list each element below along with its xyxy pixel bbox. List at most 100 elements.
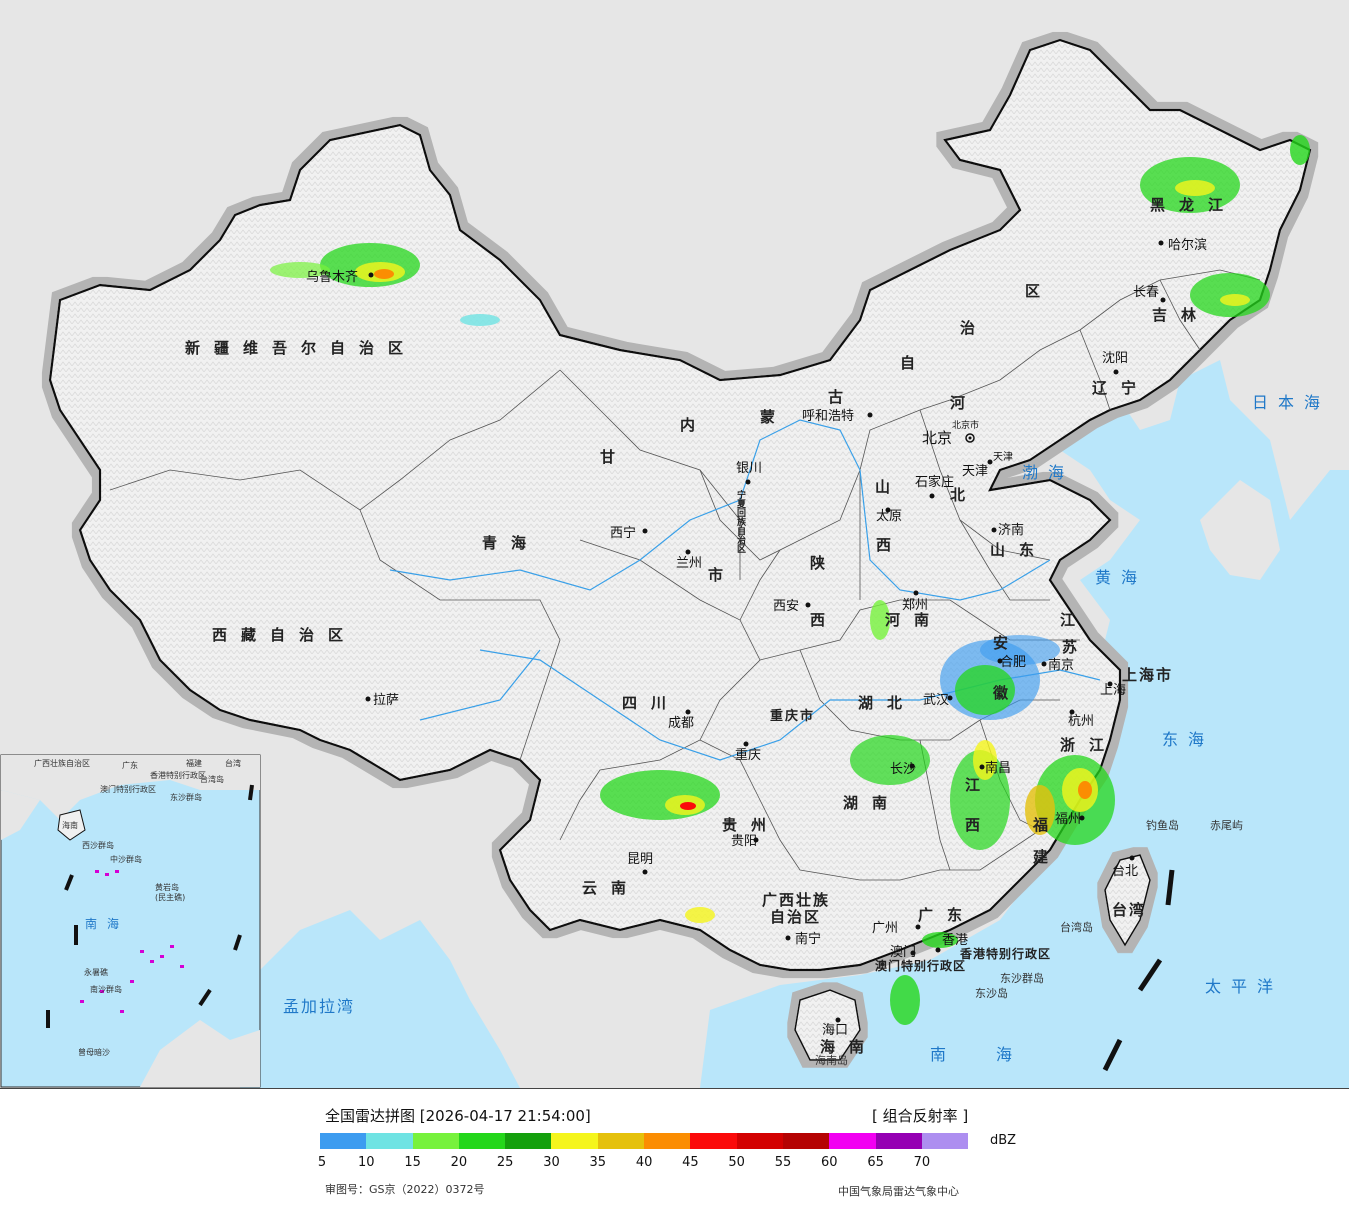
city-label: 武汉 [923, 693, 949, 708]
scale-tick-label: 50 [728, 1155, 745, 1170]
color-swatch [921, 1133, 969, 1149]
province-label: 西 [810, 611, 839, 629]
city-label: 长春 [1133, 285, 1159, 300]
scale-tick-label: 60 [821, 1155, 838, 1170]
city-label: 昆明 [627, 852, 653, 867]
province-label: 贵州 [722, 816, 780, 834]
scale-tick-label: 15 [404, 1155, 421, 1170]
province-label: 云南 [582, 879, 640, 897]
inset-label: 广西壮族自治区 [34, 758, 90, 768]
sea-label: 太平洋 [1205, 977, 1283, 996]
color-swatch [597, 1133, 645, 1149]
province-label: 区 [1025, 282, 1054, 300]
color-swatch [875, 1133, 922, 1149]
scale-tick-label: 35 [589, 1155, 607, 1170]
color-swatch [458, 1133, 506, 1149]
inset-label: 海南 [62, 820, 78, 830]
color-swatch [782, 1133, 830, 1149]
scale-tick-label: 25 [496, 1155, 514, 1170]
scale-tick-label: 20 [450, 1155, 468, 1170]
province-label: 海南 [820, 1038, 878, 1056]
legend-title: 全国雷达拼图 [2026-04-17 21:54:00] [325, 1107, 591, 1125]
province-label: 福 [1032, 816, 1062, 834]
city-label: 拉萨 [373, 693, 399, 708]
province-label: 治 [960, 319, 989, 337]
scale-tick-label: 30 [543, 1155, 560, 1170]
city-label: 南昌 [985, 760, 1011, 776]
province-label: 湖南 [843, 794, 901, 812]
province-label: 陕 [810, 554, 839, 572]
city-label: 乌鲁木齐 [306, 269, 358, 285]
color-swatch [320, 1133, 367, 1149]
color-swatch [412, 1133, 459, 1149]
city-label: 台北 [1112, 864, 1138, 879]
city-label: 郑州 [902, 598, 928, 613]
radar-echoes [270, 135, 1310, 1025]
inset-label: 黄岩岛 [155, 882, 179, 892]
province-label: 四川 [622, 694, 680, 712]
inset-label: 东沙群岛 [170, 792, 202, 802]
province-label: 西藏自治区 [212, 626, 357, 644]
japan-land [1300, 410, 1349, 470]
product-label: [ 组合反射率 ] [872, 1107, 969, 1125]
province-label: 甘 [600, 448, 629, 466]
island-label: 钓鱼岛 [1146, 818, 1179, 832]
inset-label: 福建 [186, 758, 202, 768]
province-label: 山 [875, 478, 904, 496]
scale-tick-label: 70 [913, 1155, 931, 1170]
province-label: 辽宁 [1092, 379, 1150, 397]
city-label: 呼和浩特 [802, 409, 854, 424]
inset-label: 永暑礁 [84, 967, 108, 977]
city-label: 西宁 [610, 525, 636, 541]
province-label: 河 [950, 394, 979, 412]
island-label: 赤尾屿 [1210, 819, 1243, 832]
province-label: 河南 [885, 611, 943, 629]
city-label: 济南 [998, 522, 1024, 538]
city-label: 广州 [872, 921, 898, 936]
city-label: 南京 [1048, 657, 1074, 673]
city-label: 杭州 [1068, 714, 1094, 729]
korea-peninsula [1200, 480, 1280, 580]
sea-label: 南海 [930, 1045, 1062, 1064]
province-label: 建 [1033, 848, 1062, 866]
city-label: 天津 [962, 464, 988, 479]
inset-label: (民主礁) [155, 892, 185, 902]
labels: 新疆维吾尔自治区 西藏自治区 内 蒙 古 自 治 区 黑龙江 吉林 辽宁 河 北… [34, 196, 1320, 1067]
city-label: 西安 [773, 599, 799, 614]
province-label: 吉林 [1152, 306, 1210, 324]
inset-label: 香港特别行政区 [150, 770, 206, 780]
ocean [700, 0, 1349, 1088]
island-label: 海南岛 [815, 1053, 848, 1067]
taiwan-island-shape [1104, 854, 1151, 947]
province-label: 台湾 [1112, 901, 1146, 919]
city-label: 贵阳 [731, 834, 757, 849]
city-label: 沈阳 [1102, 351, 1128, 366]
inset-label: 广东 [122, 760, 138, 770]
sea-label: 渤海 [1022, 463, 1074, 482]
province-label: 安 [993, 634, 1022, 652]
scale-tick-label: 40 [635, 1155, 653, 1170]
color-swatch [644, 1133, 691, 1149]
bay-of-bengal [240, 910, 520, 1088]
province-label: 重庆市 [770, 708, 815, 724]
province-label: 黑龙江 [1150, 196, 1237, 214]
color-swatch [736, 1133, 783, 1149]
province-label: 香港特别行政区 [959, 946, 1051, 961]
city-label: 海口 [822, 1023, 848, 1038]
inset-label: 中沙群岛 [110, 854, 142, 864]
sea-label: 南海 [85, 916, 129, 931]
city-label: 北京市 [952, 419, 979, 431]
unit-label: dBZ [990, 1133, 1017, 1148]
map-approval-number: 审图号：GS京（2022）0372号 [325, 1183, 485, 1196]
province-label: 市 [708, 566, 737, 584]
province-label: 古 [828, 388, 857, 406]
province-label: 广西壮族 [762, 891, 830, 909]
province-label: 新疆维吾尔自治区 [185, 339, 417, 357]
province-label: 宁夏回族自治区 [735, 489, 747, 553]
city-label: 重庆 [735, 747, 761, 763]
province-label: 浙江 [1060, 736, 1118, 754]
sea-label: 黄海 [1095, 568, 1147, 587]
scale-tick-label: 55 [774, 1155, 792, 1170]
inset-label: 台湾 [225, 758, 241, 768]
